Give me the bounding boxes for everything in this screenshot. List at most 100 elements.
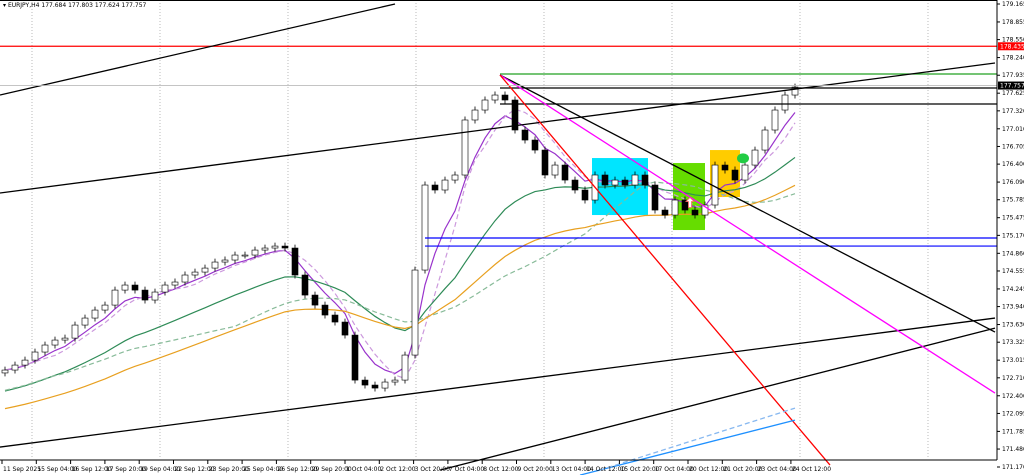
price-tag-label: 177.757 xyxy=(1000,83,1024,90)
y-tick-label: 173.940 xyxy=(1002,304,1024,311)
candle-body xyxy=(71,324,79,339)
candle-body xyxy=(441,179,449,191)
y-tick-label: 171.480 xyxy=(1002,446,1024,453)
candle-body xyxy=(541,149,549,176)
candle-body xyxy=(571,179,579,191)
candle-body xyxy=(731,169,739,181)
candle-body xyxy=(521,129,529,141)
x-tick-label: 7 Oct 04:00 xyxy=(449,466,484,473)
y-tick-label: 177.625 xyxy=(1002,90,1024,97)
candle-body xyxy=(171,281,179,286)
trendline xyxy=(499,74,831,466)
moving-average-line xyxy=(4,108,796,380)
moving-average-line xyxy=(4,156,796,392)
y-tick-label: 176.090 xyxy=(1002,179,1024,186)
candle-body xyxy=(751,149,759,166)
symbol-label: EURJPY,H4 xyxy=(7,2,40,9)
y-tick-label: 171.785 xyxy=(1002,428,1024,435)
y-tick-label: 178.240 xyxy=(1002,55,1024,62)
candle-body xyxy=(771,109,779,131)
y-tick-label: 176.705 xyxy=(1002,143,1024,150)
candle-body xyxy=(661,209,669,216)
x-tick-label: 23 Oct 04:00 xyxy=(758,466,797,473)
candle-body xyxy=(471,109,479,121)
candle-body xyxy=(361,379,369,386)
trendline xyxy=(599,407,796,471)
trendline xyxy=(579,419,796,475)
candle-body xyxy=(51,339,59,346)
candle-body xyxy=(401,354,409,381)
y-tick-label: 177.320 xyxy=(1002,108,1024,115)
price-tag xyxy=(998,42,1024,51)
candle-body xyxy=(691,209,699,216)
candle-body xyxy=(1,369,9,374)
candle-body xyxy=(741,164,749,181)
chart-header: ▾ EURJPY,H4 177.684 177.803 177.624 177.… xyxy=(3,2,146,9)
candle-body xyxy=(391,379,399,383)
y-tick-label: 175.785 xyxy=(1002,197,1024,204)
x-tick-label: 29 Sep 20:00 xyxy=(312,466,352,473)
y-tick-label: 174.245 xyxy=(1002,286,1024,293)
candle-body xyxy=(621,179,629,186)
candle-body xyxy=(221,259,229,263)
x-tick-label: 8 Oct 12:00 xyxy=(483,466,518,473)
candle-body xyxy=(121,284,129,291)
candle-body xyxy=(791,86,799,96)
moving-average-line xyxy=(4,112,796,375)
candle-body xyxy=(701,204,709,216)
x-tick-label: 23 Sep 20:00 xyxy=(209,466,249,473)
candle-body xyxy=(481,99,489,111)
candle-body xyxy=(721,164,729,171)
x-tick-label: 22 Sep 12:00 xyxy=(175,466,215,473)
trendlines[interactable] xyxy=(0,3,997,475)
x-tick-label: 15 Oct 20:00 xyxy=(620,466,659,473)
price-tag xyxy=(998,81,1024,90)
x-tick-label: 20 Oct 12:00 xyxy=(689,466,728,473)
candle-body xyxy=(551,164,559,176)
candle-body xyxy=(201,267,209,273)
candle-body xyxy=(41,344,49,353)
moving-averages xyxy=(4,108,796,410)
candle-body xyxy=(261,247,269,251)
ellipse-marker xyxy=(737,153,749,164)
x-tick-label: 19 Sep 04:00 xyxy=(140,466,180,473)
candle-body xyxy=(511,99,519,131)
collapse-triangle-icon[interactable]: ▾ xyxy=(3,2,7,9)
candle-body xyxy=(501,94,509,101)
x-tick-label: 17 Oct 04:00 xyxy=(655,466,694,473)
candles xyxy=(1,83,799,392)
candle-body xyxy=(281,245,289,249)
x-tick-label: 13 Oct 04:00 xyxy=(552,466,591,473)
candle-body xyxy=(61,337,69,341)
grid-lines xyxy=(31,0,929,459)
y-tick-label: 172.710 xyxy=(1002,375,1024,382)
candle-body xyxy=(671,199,679,216)
candle-body xyxy=(11,364,19,371)
x-tick-label: 16 Sep 12:00 xyxy=(72,466,112,473)
candle-body xyxy=(191,271,199,276)
candle-body xyxy=(331,314,339,323)
candle-body xyxy=(131,284,139,291)
candle-body xyxy=(241,254,249,257)
candle-body xyxy=(291,247,299,276)
x-tick-label: 26 Sep 12:00 xyxy=(277,466,317,473)
arrow-up-icon xyxy=(685,196,695,208)
y-tick-label: 173.015 xyxy=(1002,357,1024,364)
candle-body xyxy=(231,254,239,261)
trendline xyxy=(0,3,396,96)
candle-body xyxy=(111,289,119,306)
candle-body xyxy=(101,304,109,311)
candle-body xyxy=(341,321,349,336)
candle-body xyxy=(641,174,649,186)
moving-average-line xyxy=(4,181,796,391)
x-tick-label: 9 Oct 20:00 xyxy=(518,466,553,473)
x-tick-label: 15 Sep 04:00 xyxy=(37,466,77,473)
candle-body xyxy=(31,351,39,361)
candle-body xyxy=(251,249,259,256)
candle-body xyxy=(321,304,329,316)
candle-body xyxy=(491,94,499,101)
trendline xyxy=(0,317,996,448)
y-tick-label: 178.855 xyxy=(1002,19,1024,26)
x-tick-label: 21 Oct 20:00 xyxy=(723,466,762,473)
